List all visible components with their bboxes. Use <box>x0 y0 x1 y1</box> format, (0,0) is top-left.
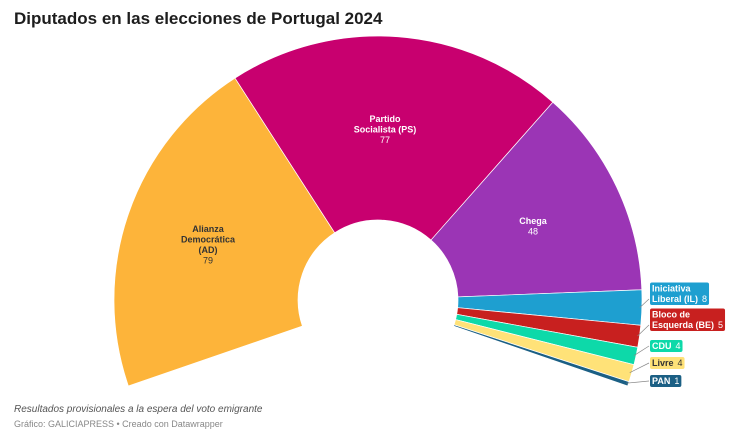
slice-name: Democrática <box>181 235 236 245</box>
slice-name: Partido <box>369 114 401 124</box>
label-background <box>650 357 685 369</box>
leader-line <box>629 362 650 373</box>
slice-value: 79 <box>203 256 213 266</box>
slice-name: Esquerda (BE) <box>652 320 714 330</box>
leader-line <box>633 345 650 356</box>
slice-name: (AD) <box>199 245 218 255</box>
slice-value: 8 <box>702 294 707 304</box>
slice-value: 4 <box>676 341 681 351</box>
slice-0 <box>113 77 336 387</box>
slice-name: Iniciativa <box>652 284 692 294</box>
chart-title: Diputados en las elecciones de Portugal … <box>14 9 383 28</box>
slice-name: Alianza <box>192 224 225 234</box>
slice-label-7: PAN 1 <box>650 375 682 387</box>
chart-credit: Gráfico: GALICIAPRESS • Creado con Dataw… <box>14 419 223 429</box>
slice-value: 77 <box>380 135 390 145</box>
leader-line <box>626 380 650 384</box>
slice-label-6: Livre 4 <box>650 357 685 369</box>
slice-name: CDU <box>652 341 672 351</box>
slice-value: 4 <box>678 358 683 368</box>
slice-2 <box>430 101 643 298</box>
chart-note: Resultados provisionales a la espera del… <box>14 404 263 415</box>
slice-name: Bloco de <box>652 310 690 320</box>
slice-1 <box>234 35 554 241</box>
label-background <box>650 375 682 387</box>
label-background <box>650 282 710 305</box>
slice-name: Socialista (PS) <box>354 125 417 135</box>
slice-name: Liberal (IL) <box>652 294 698 304</box>
leader-line <box>639 298 650 308</box>
slice-name: PAN <box>652 376 670 386</box>
slice-value: 1 <box>674 376 679 386</box>
slice-value: 5 <box>718 320 723 330</box>
slice-value: 48 <box>528 227 538 237</box>
slice-name: Livre <box>652 358 674 368</box>
leader-line <box>637 324 650 337</box>
label-background <box>650 308 726 331</box>
label-background <box>650 340 683 352</box>
slice-label-5: CDU 4 <box>650 340 683 352</box>
slice-name: Chega <box>519 216 548 226</box>
